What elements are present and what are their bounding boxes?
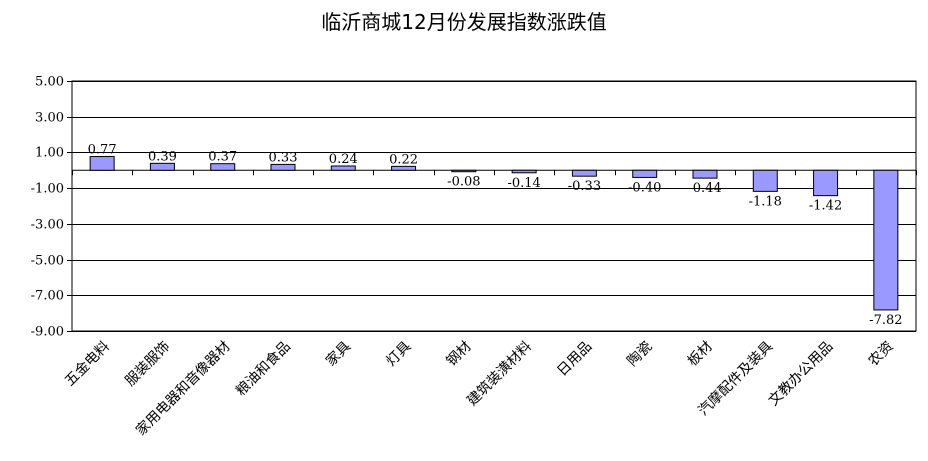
- data-label: -0.08: [447, 175, 480, 190]
- y-tick-label: 5.00: [35, 75, 64, 90]
- gridlines: [67, 80, 917, 332]
- category-label: 农资: [866, 339, 897, 370]
- y-tick-label: -7.00: [31, 289, 64, 304]
- category-label: 粮油和食品: [232, 338, 294, 400]
- y-axis-ticks: 5.00 3.00 1.00 -1.00 -3.00 -5.00 -7.00 -9.00: [31, 75, 64, 340]
- data-label: -0.40: [628, 180, 661, 195]
- category-label: 服装服饰: [122, 339, 173, 390]
- data-label: -1.18: [749, 194, 782, 209]
- data-label: -0.33: [568, 179, 601, 194]
- category-label: 灯具: [383, 339, 414, 370]
- bar: [632, 169, 658, 178]
- data-label: 0.39: [148, 149, 177, 164]
- category-label: 钢材: [444, 339, 475, 370]
- plot-frame: [71, 80, 917, 332]
- category-label: 陶瓷: [624, 339, 655, 370]
- category-label: 建筑装潢材料: [464, 339, 535, 410]
- data-label: -1.42: [809, 199, 842, 214]
- data-label: -0.14: [507, 176, 540, 191]
- category-label: 文教办公用品: [766, 339, 837, 410]
- y-tick-label: 3.00: [35, 111, 64, 126]
- bar: [210, 163, 236, 171]
- data-label: -0.44: [688, 181, 721, 196]
- data-label: 0.24: [329, 152, 358, 167]
- bar: [692, 169, 718, 179]
- data-label: -7.82: [869, 313, 902, 328]
- bar: [391, 165, 417, 171]
- y-tick-label: -5.00: [31, 254, 64, 269]
- bar: [270, 163, 296, 171]
- y-tick-label: -1.00: [31, 182, 64, 197]
- category-label: 板材: [685, 339, 716, 370]
- category-label: 家具: [322, 338, 354, 370]
- bar: [571, 169, 597, 177]
- bar: [149, 162, 175, 171]
- bars: [89, 156, 899, 311]
- data-label: 0.77: [88, 143, 117, 158]
- bar: [511, 169, 537, 174]
- chart-title: 临沂商城12月份发展指数涨跌值: [321, 10, 607, 34]
- y-tick-label: 1.00: [35, 146, 64, 161]
- y-tick-label: -3.00: [31, 218, 64, 233]
- data-labels: 0.77 0.39 0.37 0.33 0.24 0.22 -0.08 -0.14 -0.33 -…: [88, 143, 903, 328]
- x-axis-categories: 五金电料 服装服饰家用电器和音像器材 粮油和食品 家具 灯具 钢材建筑装潢材料 日用品 陶瓷板…: [62, 338, 897, 439]
- bar: [813, 169, 839, 197]
- data-label: 0.33: [269, 150, 298, 165]
- data-label: 0.22: [389, 152, 418, 167]
- bar: [451, 169, 477, 173]
- bar: [330, 165, 356, 171]
- category-label: 五金电料: [62, 339, 113, 390]
- data-label: 0.37: [208, 150, 237, 165]
- y-tick-label: -9.00: [31, 325, 64, 340]
- category-label: 日用品: [554, 339, 595, 380]
- bar: [89, 156, 115, 171]
- bar: [873, 169, 899, 311]
- bar: [752, 169, 778, 192]
